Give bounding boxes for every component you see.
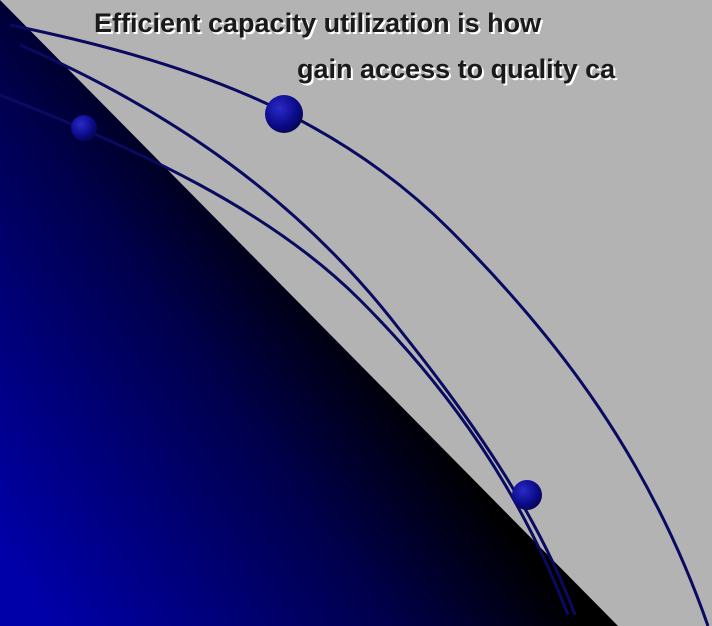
dot-large: [265, 95, 303, 133]
curve-middle: [19, 43, 577, 616]
dark-gradient-triangle: [0, 0, 618, 626]
dot-small-right: [512, 480, 542, 510]
slide-title-line-1: Efficient capacity utilization is how: [94, 8, 542, 38]
dot-small-left: [71, 115, 97, 141]
curve-outer: [9, 23, 710, 626]
slide-title-line-2: gain access to quality ca: [297, 54, 616, 84]
